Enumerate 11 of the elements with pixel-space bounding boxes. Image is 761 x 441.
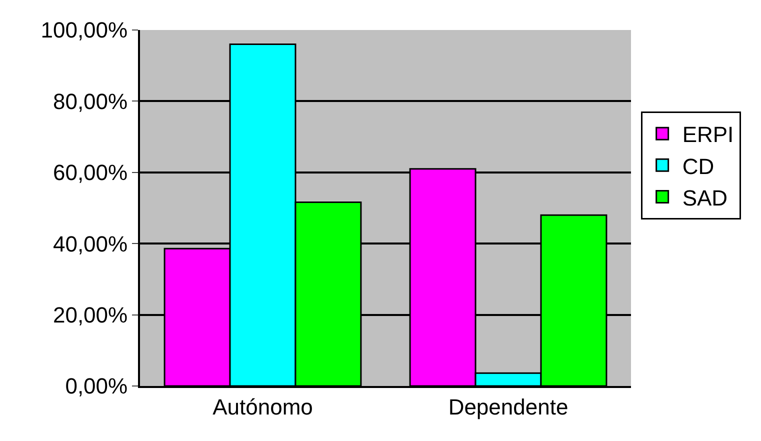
y-tick-label: 60,00% [52, 160, 128, 186]
y-tick-label: 20,00% [52, 302, 128, 328]
x-tick-label: Dependente [448, 394, 568, 420]
legend-label: ERPI [682, 122, 734, 148]
legend-label: SAD [682, 185, 728, 210]
y-tick-label: 40,00% [52, 231, 128, 256]
y-tick-label: 0,00% [65, 374, 128, 399]
x-tick-label: Autónomo [212, 394, 313, 420]
legend-label: CD [682, 154, 714, 179]
y-tick-label: 100,00% [40, 18, 128, 43]
y-tick-label: 80,00% [52, 88, 128, 114]
